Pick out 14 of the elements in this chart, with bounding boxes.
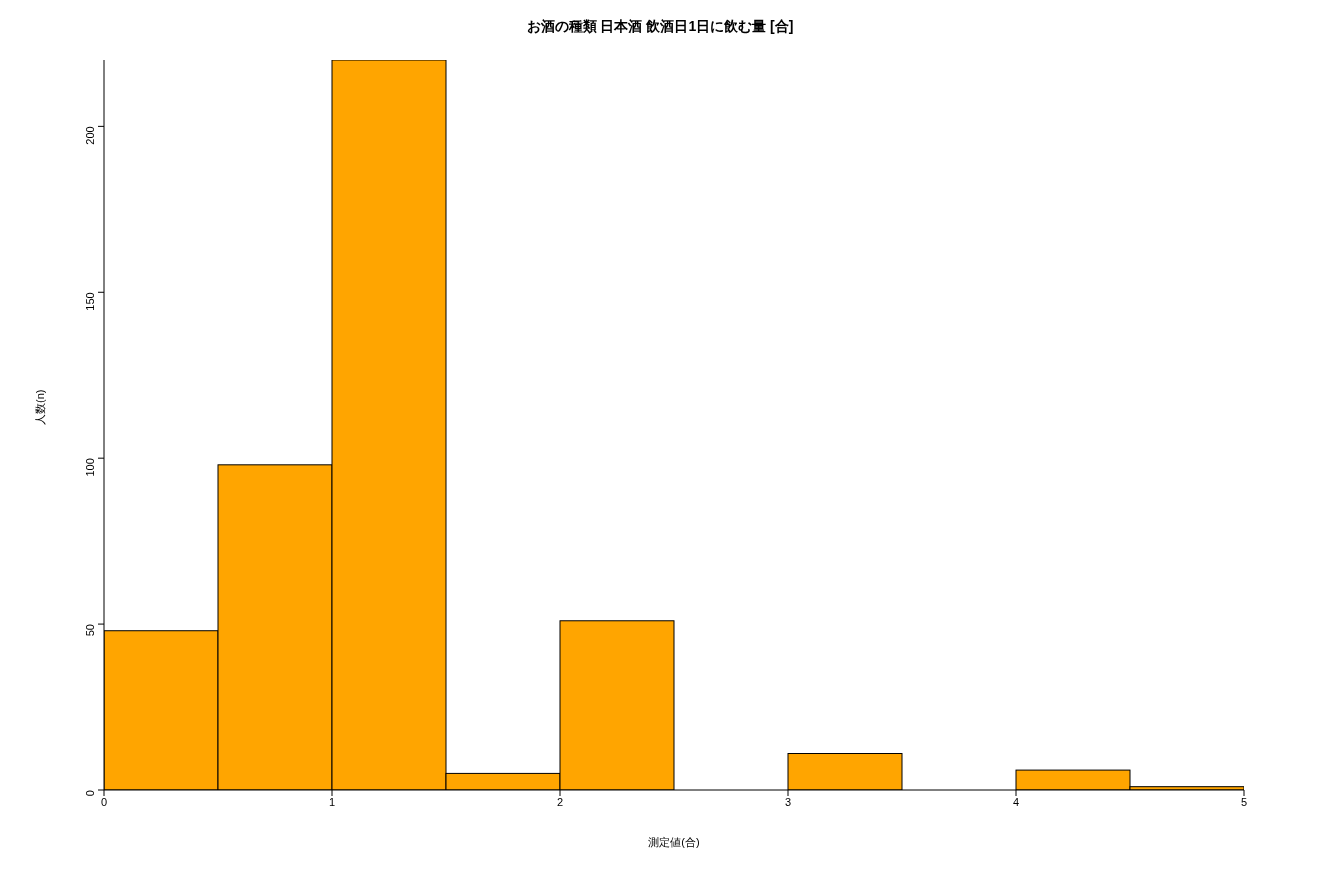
x-tick-label: 5 [1240,795,1248,808]
x-tick-label: 4 [1012,795,1020,808]
y-tick-label: 200 [83,126,96,145]
y-axis-title: 人数(n) [33,389,46,425]
x-tick-label: 2 [556,795,564,808]
x-tick-label: 1 [328,795,336,808]
chart-title: お酒の種類 日本酒 飲酒日1日に飲む量 [合] [525,18,795,36]
x-tick-label: 0 [100,795,108,808]
y-tick-label: 150 [83,292,96,311]
y-tick-label: 100 [83,458,96,477]
y-tick-label: 0 [83,790,96,797]
x-axis-title: 測定値(合) [648,836,700,848]
y-tick-label: 50 [83,624,96,637]
x-tick-label: 3 [784,795,792,808]
